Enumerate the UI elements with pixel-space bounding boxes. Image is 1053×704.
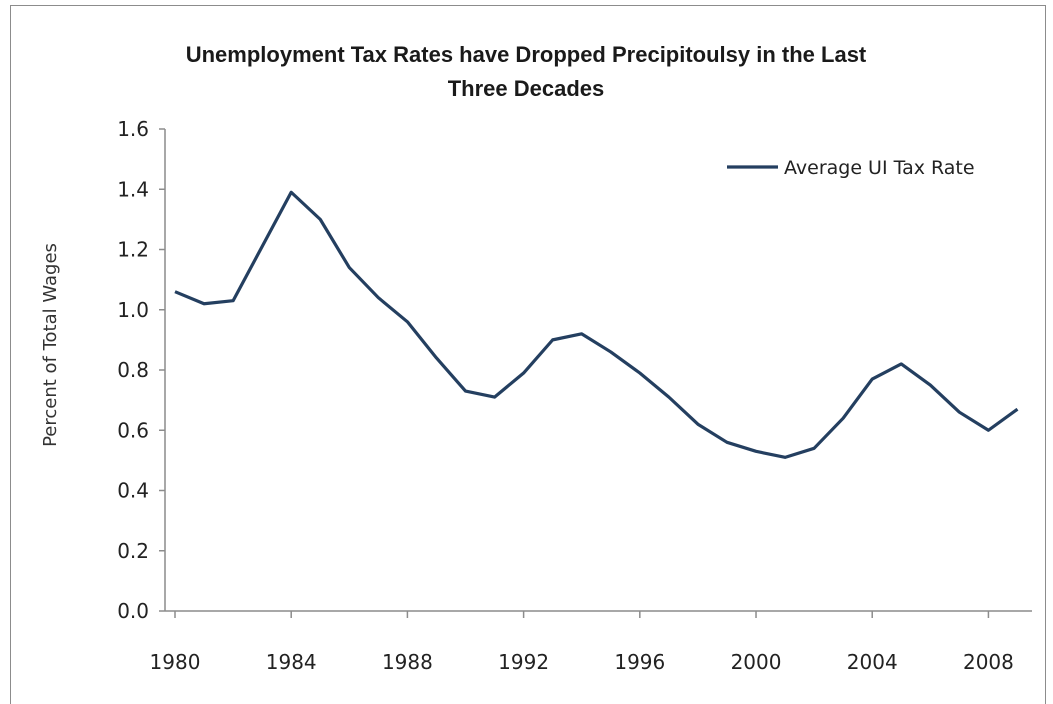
- x-tick-label: 2004: [847, 650, 898, 674]
- series-line: [174, 190, 1019, 459]
- y-tick-label: 1.4: [117, 177, 149, 201]
- legend: Average UI Tax Rate: [727, 157, 975, 179]
- chart-title-line-1: Unemployment Tax Rates have Dropped Prec…: [185, 42, 867, 67]
- x-tick-label: 1988: [382, 650, 433, 674]
- y-tick-label: 0.8: [117, 358, 149, 382]
- x-axis: 1980 1984 1988 1992 1996 2000 2004 2008: [150, 610, 1032, 674]
- y-tick-label: 0.0: [117, 599, 149, 623]
- plot-area: [174, 190, 1019, 459]
- x-tick-label: 1984: [266, 650, 317, 674]
- y-tick-label: 0.6: [117, 418, 149, 442]
- y-axis-label: Percent of Total Wages: [40, 243, 61, 447]
- y-tick-label: 0.2: [117, 539, 149, 563]
- x-tick-label: 2000: [731, 650, 782, 674]
- y-tick-label: 0.4: [117, 479, 149, 503]
- x-tick-label: 1980: [150, 650, 201, 674]
- chart-title-line-2: Three Decades: [447, 76, 605, 101]
- x-tick-label: 1996: [614, 650, 665, 674]
- chart-title: Unemployment Tax Rates have Dropped Prec…: [0, 38, 1053, 106]
- chart-frame: [10, 5, 1046, 704]
- x-tick-label: 1992: [498, 650, 549, 674]
- y-tick-label: 1.0: [117, 298, 149, 322]
- legend-label: Average UI Tax Rate: [784, 157, 975, 179]
- y-tick-label: 1.6: [117, 117, 149, 141]
- y-tick-label: 1.2: [117, 238, 149, 262]
- x-tick-label: 2008: [963, 650, 1014, 674]
- y-axis: 0.0 0.2 0.4 0.6 0.8 1.0 1.2 1.4 1.6: [117, 117, 166, 623]
